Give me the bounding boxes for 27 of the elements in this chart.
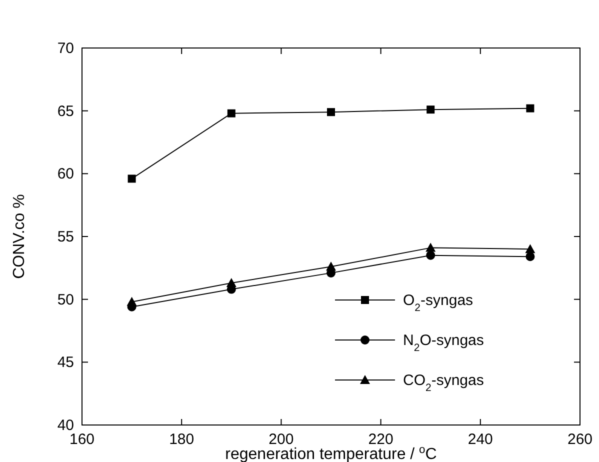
point bbox=[126, 296, 137, 306]
point bbox=[526, 252, 535, 262]
y-tick-label: 70 bbox=[57, 40, 74, 57]
point bbox=[426, 250, 436, 260]
x-tick-label: 180 bbox=[169, 431, 194, 448]
point bbox=[525, 244, 536, 254]
x-tick-label: 160 bbox=[69, 431, 95, 448]
point bbox=[526, 104, 534, 112]
y-axis-title: CONV.co % bbox=[11, 194, 28, 279]
point bbox=[326, 262, 336, 271]
point bbox=[327, 108, 335, 116]
point bbox=[226, 278, 236, 287]
legend-label: O$_{2}$-syngas bbox=[403, 292, 474, 314]
y-tick-label: 50 bbox=[57, 291, 74, 308]
x-tick-label: 240 bbox=[468, 431, 493, 448]
x-tick-label: 260 bbox=[567, 431, 593, 448]
legend-label: CO$_{2}$-syngas bbox=[403, 372, 484, 394]
y-tick-label: 40 bbox=[57, 417, 74, 434]
point bbox=[128, 174, 136, 183]
y-tick-label: 45 bbox=[57, 354, 74, 372]
point bbox=[426, 106, 435, 114]
y-tick-label: 65 bbox=[57, 102, 74, 120]
point bbox=[426, 242, 436, 252]
point bbox=[227, 109, 236, 118]
legend-label: N$_{2}$O-syngas bbox=[403, 332, 484, 354]
y-tick-label: 60 bbox=[57, 166, 74, 183]
y-tick-label: 55 bbox=[57, 228, 74, 246]
